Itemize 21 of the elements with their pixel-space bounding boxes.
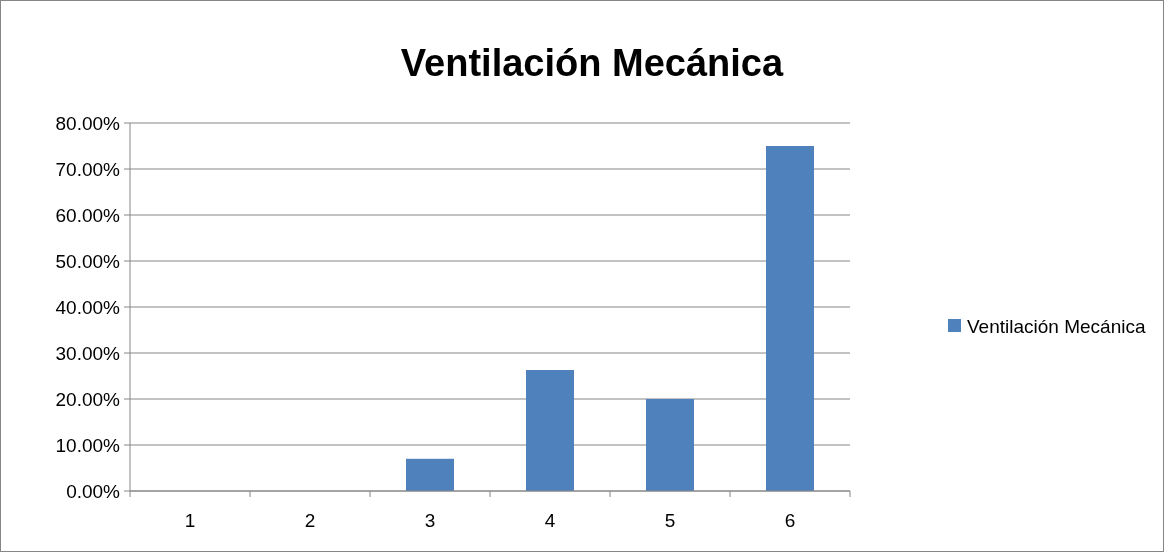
bar (766, 146, 814, 491)
x-tick-label: 1 (184, 510, 196, 531)
y-tick-label: 40.00% (55, 296, 121, 318)
x-tick-label: 4 (544, 510, 556, 531)
legend-label: Ventilación Mecánica (967, 315, 1146, 337)
y-tick-label: 50.00% (55, 250, 121, 272)
x-tick-label: 5 (664, 510, 676, 531)
chart-title: Ventilación Mecánica (400, 42, 784, 84)
x-tick-label: 6 (784, 510, 796, 531)
y-tick-label: 80.00% (55, 112, 121, 134)
bar (526, 370, 574, 491)
y-tick-label: 70.00% (55, 158, 121, 180)
x-tick-label: 2 (304, 510, 316, 531)
y-tick-label: 10.00% (55, 434, 121, 456)
y-tick-label: 0.00% (66, 480, 121, 502)
y-tick-label: 60.00% (55, 204, 121, 226)
y-tick-label: 20.00% (55, 388, 121, 410)
bar (646, 399, 694, 491)
y-tick-label: 30.00% (55, 342, 121, 364)
x-tick-label: 3 (424, 510, 436, 531)
bar (406, 458, 454, 491)
